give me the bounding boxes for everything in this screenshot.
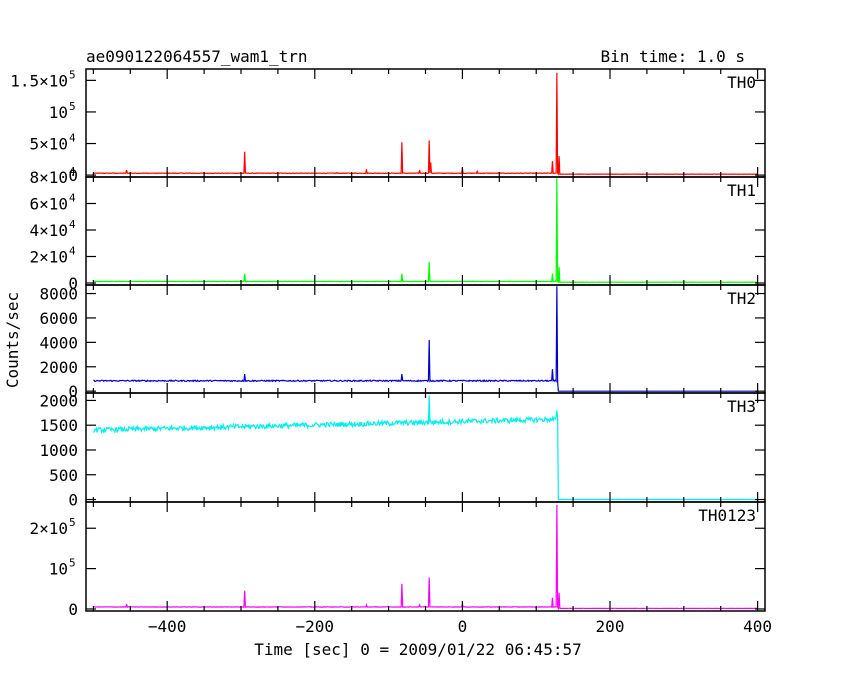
y-tick-label: 2000 <box>39 358 78 377</box>
series-th2-line <box>93 286 758 392</box>
y-axis-label: Counts/sec <box>3 292 22 388</box>
y-tick-label: 5×10 <box>29 135 68 154</box>
y-tick-label: 2×10 <box>29 248 68 267</box>
y-tick-label: 0 <box>68 382 78 401</box>
panel-frame <box>85 176 766 286</box>
y-tick-exponent: 5 <box>69 557 76 570</box>
y-tick-exponent: 5 <box>69 68 76 81</box>
y-tick-label: 10 <box>49 103 68 122</box>
panel-frame <box>85 501 766 612</box>
bin-time-label: Bin time: 1.0 s <box>601 47 746 66</box>
x-tick-label: 200 <box>596 617 625 636</box>
panel-label-th2: TH2 <box>727 289 756 308</box>
series-th3-line <box>92 395 758 501</box>
y-tick-exponent: 4 <box>69 245 76 258</box>
panel-th0: 05×10 410 51.5×10 5 TH0 <box>10 68 766 185</box>
x-tick-label: −200 <box>296 617 335 636</box>
y-tick-label: 0 <box>68 166 78 185</box>
y-tick-exponent: 5 <box>69 516 76 529</box>
panel-frame <box>85 284 766 394</box>
y-tick-label: 0 <box>68 491 78 510</box>
y-tick-label: 2000 <box>39 391 78 410</box>
series-th0-line <box>93 72 758 176</box>
y-tick-label: 1000 <box>39 441 78 460</box>
y-tick-label: 10 <box>49 560 68 579</box>
y-tick-label: 4000 <box>39 333 78 352</box>
x-tick-label: 0 <box>458 617 468 636</box>
y-tick-exponent: 4 <box>69 192 76 205</box>
y-tick-label: 500 <box>49 466 78 485</box>
panel-label-th3: TH3 <box>727 397 756 416</box>
y-tick-exponent: 4 <box>69 132 76 145</box>
y-tick-label: 1500 <box>39 416 78 435</box>
y-tick-label: 2×10 <box>29 519 68 538</box>
y-tick-label: 1.5×10 <box>10 71 68 90</box>
y-tick-label: 0 <box>68 274 78 293</box>
y-tick-label: 0 <box>68 600 78 619</box>
x-tick-label: −400 <box>148 617 187 636</box>
panel-frame <box>85 392 766 503</box>
y-tick-exponent: 4 <box>69 218 76 231</box>
y-tick-label: 8×10 <box>29 168 68 187</box>
y-tick-label: 6000 <box>39 309 78 328</box>
panel-frame <box>85 68 766 178</box>
panel-label-th0123: TH0123 <box>698 506 756 525</box>
panel-th3: 0 500 1000 1500 2000 TH3 <box>39 391 766 510</box>
panel-label-th1: TH1 <box>727 181 756 200</box>
y-tick-label: 6×10 <box>29 195 68 214</box>
series-th0123-line <box>93 504 758 611</box>
y-tick-exponent: 4 <box>69 165 76 178</box>
x-tick-label: 400 <box>743 617 772 636</box>
series-th1-line <box>93 176 758 284</box>
panel-th0123: 010 52×10 5 TH0123 <box>29 501 766 619</box>
x-axis-tick-labels: −400 −200 0 200 400 <box>148 617 772 636</box>
y-tick-exponent: 5 <box>69 100 76 113</box>
x-axis-label: Time [sec] 0 = 2009/01/22 06:45:57 <box>254 640 582 659</box>
panel-label-th0: TH0 <box>727 73 756 92</box>
y-tick-label: 8000 <box>39 285 78 304</box>
y-tick-label: 4×10 <box>29 221 68 240</box>
chart-title: ae090122064557_wam1_trn <box>86 47 308 66</box>
panel-th2: 0 2000 4000 6000 8000 TH2 <box>39 284 766 401</box>
